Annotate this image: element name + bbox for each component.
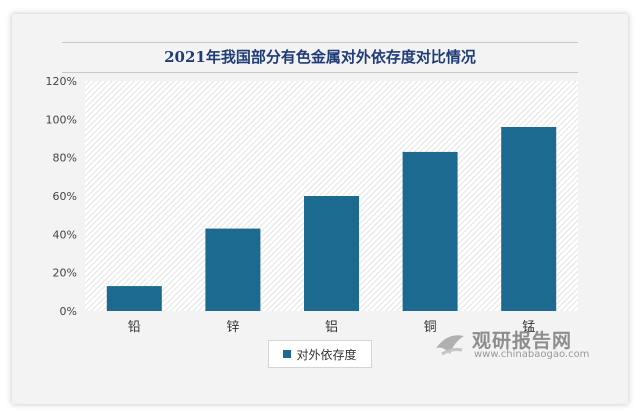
x-tick-label: 铜 (424, 320, 437, 335)
y-tick-label: 40% (53, 228, 77, 241)
watermark-logo-icon (436, 335, 464, 356)
y-tick-label: 20% (53, 267, 77, 280)
y-tick-label: 0% (60, 305, 77, 318)
bar-3 (304, 196, 359, 311)
x-tick-label: 铝 (325, 320, 338, 335)
x-tick-label: 铅 (128, 320, 141, 335)
bar-2 (205, 228, 261, 311)
watermark: 观研报告网 www.chinabaogao.com (432, 326, 592, 362)
legend-swatch (283, 350, 292, 358)
bar-5 (501, 127, 557, 311)
legend-label: 对外依存度 (296, 347, 357, 362)
watermark-url: www.chinabaogao.com (474, 349, 590, 360)
y-tick-label: 120% (46, 75, 77, 88)
chart-title: 2021年我国部分有色金属对外依存度对比情况 (164, 48, 476, 66)
legend: 对外依存度 (268, 340, 372, 368)
bar-1 (106, 286, 162, 311)
title-top-rule (62, 42, 578, 43)
x-tick-label: 锰 (522, 320, 535, 335)
title-bottom-rule (62, 72, 578, 73)
bar-4 (402, 151, 458, 311)
y-tick-label: 100% (46, 113, 77, 126)
y-tick-label: 60% (53, 190, 77, 203)
watermark-name: 观研报告网 (472, 330, 573, 352)
y-tick-label: 80% (53, 152, 77, 165)
x-tick-label: 锌 (226, 320, 239, 335)
